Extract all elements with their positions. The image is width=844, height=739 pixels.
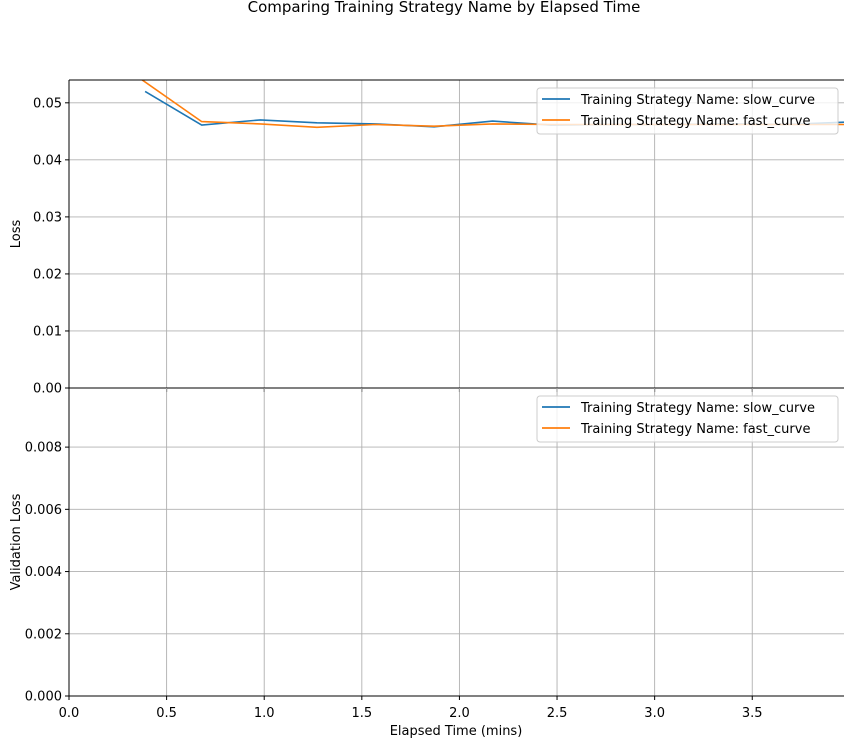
- x-tick-label: 1.0: [254, 706, 275, 721]
- y-tick-label: 0.006: [25, 503, 62, 518]
- x-tick-label: 2.0: [449, 706, 470, 721]
- y-tick-label: 0.004: [25, 565, 62, 580]
- legend-box: [536, 395, 839, 443]
- y-tick-label: 0.002: [25, 627, 62, 642]
- legend-label-fast-curve: Training Strategy Name: fast_curve: [580, 422, 810, 437]
- loss-panel: 0.00 0.01 0.02 0.03 0.04 0.05 Loss Training Str…: [9, 79, 844, 397]
- y-axis-label: Validation Loss: [9, 493, 24, 590]
- legend-label-slow-curve: Training Strategy Name: slow_curve: [580, 401, 815, 416]
- x-tick-label: 3.5: [742, 706, 763, 721]
- y-tick-label: 0.000: [25, 690, 62, 705]
- validation-loss-panel: 0.000 0.002 0.004 0.006 0.008 0.0 0.5 1.0 1.5 2.0…: [9, 388, 844, 721]
- x-tick-label: 1.5: [351, 706, 372, 721]
- legend-box: [536, 87, 839, 135]
- legend: Training Strategy Name: slow_curve Traini…: [536, 395, 839, 443]
- legend-label-fast-curve: Training Strategy Name: fast_curve: [580, 114, 810, 129]
- x-tick-label: 0.5: [156, 706, 177, 721]
- y-tick-label: 0.02: [33, 267, 62, 282]
- legend: Training Strategy Name: slow_curve Traini…: [536, 87, 839, 135]
- y-tick-label: 0.00: [33, 382, 62, 397]
- chart-title: Comparing Training Strategy Name by Elap…: [248, 0, 641, 16]
- x-tick-label: 0.0: [59, 706, 80, 721]
- x-tick-label: 3.0: [644, 706, 665, 721]
- y-tick-label: 0.04: [33, 153, 62, 168]
- x-axis-label: Elapsed Time (mins): [390, 724, 523, 739]
- y-tick-label: 0.05: [33, 96, 62, 111]
- x-tick-label: 2.5: [547, 706, 568, 721]
- legend-label-slow-curve: Training Strategy Name: slow_curve: [580, 93, 815, 108]
- y-tick-label: 0.03: [33, 210, 62, 225]
- y-axis-label: Loss: [9, 220, 24, 249]
- y-tick-label: 0.01: [33, 324, 62, 339]
- y-tick-label: 0.008: [25, 441, 62, 456]
